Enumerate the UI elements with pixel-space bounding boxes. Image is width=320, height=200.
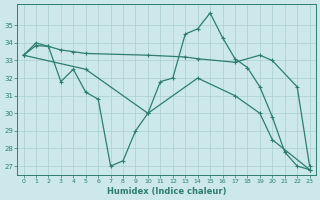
X-axis label: Humidex (Indice chaleur): Humidex (Indice chaleur)	[107, 187, 226, 196]
